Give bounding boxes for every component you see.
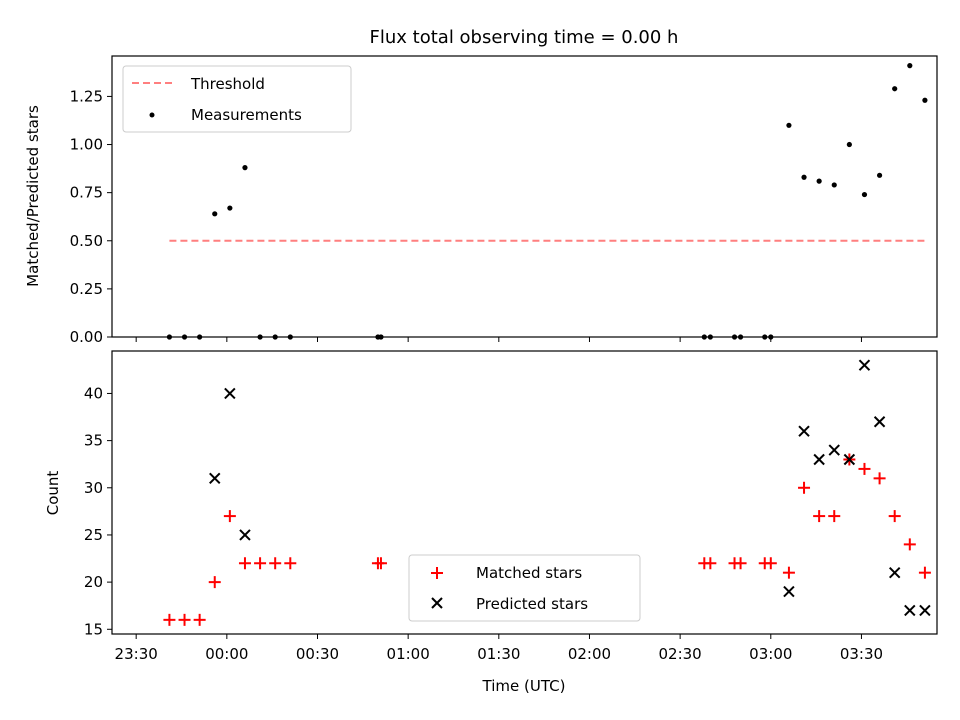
predicted-star-point	[904, 604, 916, 617]
predicted-star-point	[858, 359, 871, 371]
bottom-x-axis: 23:30 00:00 00:30 01:00 01:30 02:00 02:30 03:00…	[115, 634, 883, 663]
measurement-point	[861, 191, 868, 198]
measurement-point	[786, 122, 792, 128]
legend-matched-label: Matched stars	[476, 564, 582, 582]
matched-star-point	[374, 557, 387, 570]
measurement-point	[922, 97, 928, 103]
matched-star-point	[178, 613, 191, 626]
x-tick-label: 01:00	[387, 645, 430, 663]
x-tick-label: 03:30	[840, 645, 883, 663]
chart-title: Flux total observing time = 0.00 h	[370, 27, 679, 48]
predicted-star-point	[888, 566, 901, 579]
bottom-y-tick-label: 30	[84, 479, 103, 497]
bottom-y-axis: 15 20 25 30 35 40	[84, 384, 112, 638]
matched-star-point	[223, 510, 236, 523]
legend-predicted-swatch	[431, 597, 443, 609]
predicted-star-point	[224, 387, 236, 400]
measurement-point	[801, 174, 807, 180]
matched-star-point	[888, 510, 901, 523]
matched-star-point	[208, 576, 221, 589]
x-tick-label: 02:00	[568, 645, 611, 663]
predicted-star-point	[783, 585, 795, 598]
matched-star-point	[254, 557, 267, 570]
top-y-tick-label: 0.25	[70, 280, 103, 298]
predicted-star-point	[209, 472, 221, 485]
measurement-point	[831, 182, 837, 188]
legend-matched-swatch	[431, 567, 443, 579]
matched-star-point	[734, 557, 747, 570]
top-y-axis: 0.00 0.25 0.50 0.75 1.00 1.25	[70, 87, 112, 346]
predicted-stars-series	[209, 359, 931, 617]
x-tick-label: 00:00	[205, 645, 248, 663]
measurement-point	[846, 141, 852, 148]
measurement-point	[816, 178, 822, 184]
matched-star-point	[269, 557, 282, 570]
legend-measurements-label: Measurements	[191, 106, 302, 124]
legend-measurements-swatch	[149, 112, 155, 118]
predicted-star-point	[798, 425, 810, 437]
measurement-point	[907, 63, 913, 69]
matched-star-point	[284, 557, 297, 570]
measurement-point	[892, 86, 898, 92]
predicted-star-point	[873, 416, 886, 428]
matched-star-point	[813, 510, 826, 523]
matched-star-point	[704, 557, 717, 570]
top-y-tick-label: 0.50	[70, 232, 103, 250]
measurement-point	[876, 172, 883, 178]
x-tick-label: 03:00	[749, 645, 792, 663]
top-legend: Threshold Measurements	[122, 65, 352, 133]
top-plot-frame	[111, 55, 938, 338]
matched-star-point	[238, 557, 251, 570]
bottom-y-tick-label: 15	[84, 620, 103, 638]
predicted-star-point	[813, 453, 825, 466]
top-y-axis-label: Matched/Predicted stars	[24, 105, 42, 287]
x-tick-label: 23:30	[115, 645, 158, 663]
top-y-tick-label: 1.25	[70, 87, 103, 105]
matched-stars-series	[163, 453, 931, 626]
matched-star-point	[858, 462, 871, 475]
measurement-point	[227, 205, 233, 211]
predicted-star-point	[828, 444, 840, 456]
predicted-star-point	[919, 604, 931, 617]
top-y-tick-label: 0.75	[70, 184, 103, 202]
measurement-point	[212, 211, 218, 217]
bottom-y-tick-label: 35	[84, 432, 103, 450]
x-tick-label: 02:30	[659, 645, 702, 663]
measurement-point	[242, 165, 248, 171]
matched-star-point	[798, 481, 811, 494]
matched-star-point	[828, 510, 841, 523]
x-tick-label: 01:30	[477, 645, 520, 663]
matched-star-point	[193, 613, 206, 626]
predicted-star-point	[239, 529, 251, 541]
matched-star-point	[903, 538, 916, 551]
bottom-legend: Matched stars Predicted stars	[408, 554, 641, 622]
bottom-y-tick-label: 25	[84, 526, 103, 544]
top-y-tick-label: 0.00	[70, 328, 103, 346]
legend-predicted-label: Predicted stars	[476, 595, 588, 613]
legend-threshold-label: Threshold	[190, 75, 265, 93]
x-axis-label: Time (UTC)	[482, 677, 566, 695]
bottom-y-axis-label: Count	[44, 471, 62, 516]
matched-star-point	[163, 613, 176, 626]
matched-star-point	[764, 557, 777, 570]
bottom-y-tick-label: 40	[84, 384, 103, 402]
matched-star-point	[782, 566, 795, 579]
matched-star-point	[918, 566, 931, 579]
matched-star-point	[873, 472, 886, 485]
bottom-y-tick-label: 20	[84, 573, 103, 591]
bottom-plot-frame	[111, 350, 938, 635]
top-y-tick-label: 1.00	[70, 136, 103, 154]
predicted-star-point	[843, 453, 856, 466]
x-tick-label: 00:30	[296, 645, 339, 663]
